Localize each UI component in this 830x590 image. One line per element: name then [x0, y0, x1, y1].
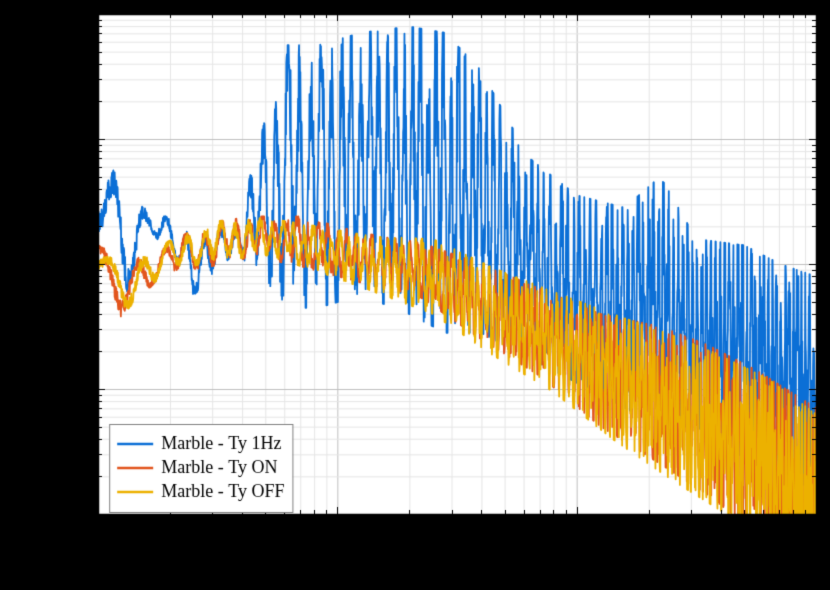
spectrum-chart [0, 0, 830, 590]
